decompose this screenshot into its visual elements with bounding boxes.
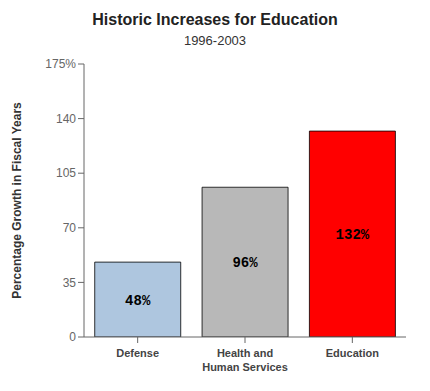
svg-text:35: 35 <box>63 276 77 290</box>
svg-text:Percentage Growth in Fiscal Ye: Percentage Growth in Fiscal Years <box>10 102 24 299</box>
html-text:Historic Increases for Educati: Historic Increases for Education <box>92 11 338 28</box>
svg-text:132%: 132% <box>336 227 370 243</box>
svg-text:Defense: Defense <box>116 347 159 359</box>
svg-text:175%: 175% <box>45 57 76 71</box>
svg-text:Education: Education <box>326 347 379 359</box>
svg-text:70: 70 <box>63 221 77 235</box>
svg-text:0: 0 <box>69 330 76 344</box>
svg-text:105: 105 <box>56 166 76 180</box>
svg-text:140: 140 <box>56 112 76 126</box>
svg-text:Health andHuman Services: Health andHuman Services <box>202 347 288 373</box>
svg-text:48%: 48% <box>125 293 151 309</box>
svg-text:96%: 96% <box>232 255 258 271</box>
html-text:1996-2003: 1996-2003 <box>183 33 247 48</box>
